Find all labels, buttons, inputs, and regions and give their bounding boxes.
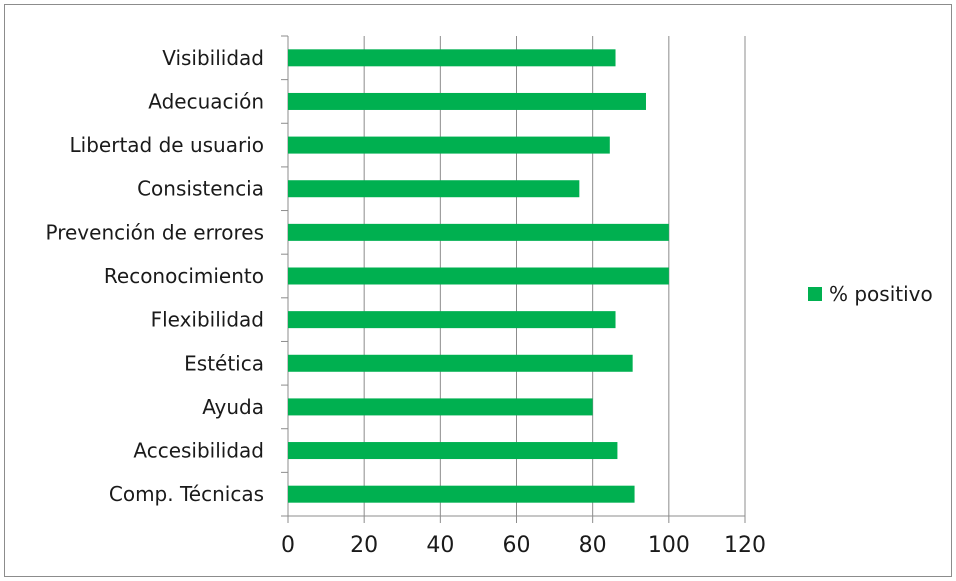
bar-8	[288, 398, 593, 416]
bar-9	[288, 442, 618, 460]
category-label: Flexibilidad	[151, 308, 264, 332]
x-tick-label: 20	[350, 533, 378, 558]
bar-0	[288, 49, 616, 67]
bar-5	[288, 267, 669, 285]
category-label: Adecuación	[148, 89, 264, 113]
bar-10	[288, 485, 635, 503]
x-tick-label: 40	[426, 533, 454, 558]
x-tick-label: 80	[579, 533, 607, 558]
x-tick-label: 0	[281, 533, 295, 558]
legend-label: % positivo	[829, 282, 933, 306]
bar-7	[288, 354, 633, 372]
category-label: Ayuda	[202, 395, 264, 419]
bar-4	[288, 223, 669, 241]
bar-6	[288, 311, 616, 329]
x-tick-label: 120	[724, 533, 766, 558]
category-label: Libertad de usuario	[70, 133, 264, 157]
category-label: Comp. Técnicas	[109, 482, 264, 506]
legend-swatch	[808, 287, 822, 301]
bar-3	[288, 180, 580, 198]
bar-2	[288, 136, 610, 154]
category-label: Prevención de errores	[46, 220, 265, 244]
category-label: Reconocimiento	[104, 264, 264, 288]
x-tick-label: 100	[648, 533, 690, 558]
category-label: Estética	[184, 351, 264, 375]
bar-1	[288, 92, 646, 110]
category-label: Accesibilidad	[133, 439, 264, 463]
category-label: Visibilidad	[162, 46, 264, 70]
x-tick-label: 60	[503, 533, 531, 558]
category-label: Consistencia	[137, 177, 264, 201]
